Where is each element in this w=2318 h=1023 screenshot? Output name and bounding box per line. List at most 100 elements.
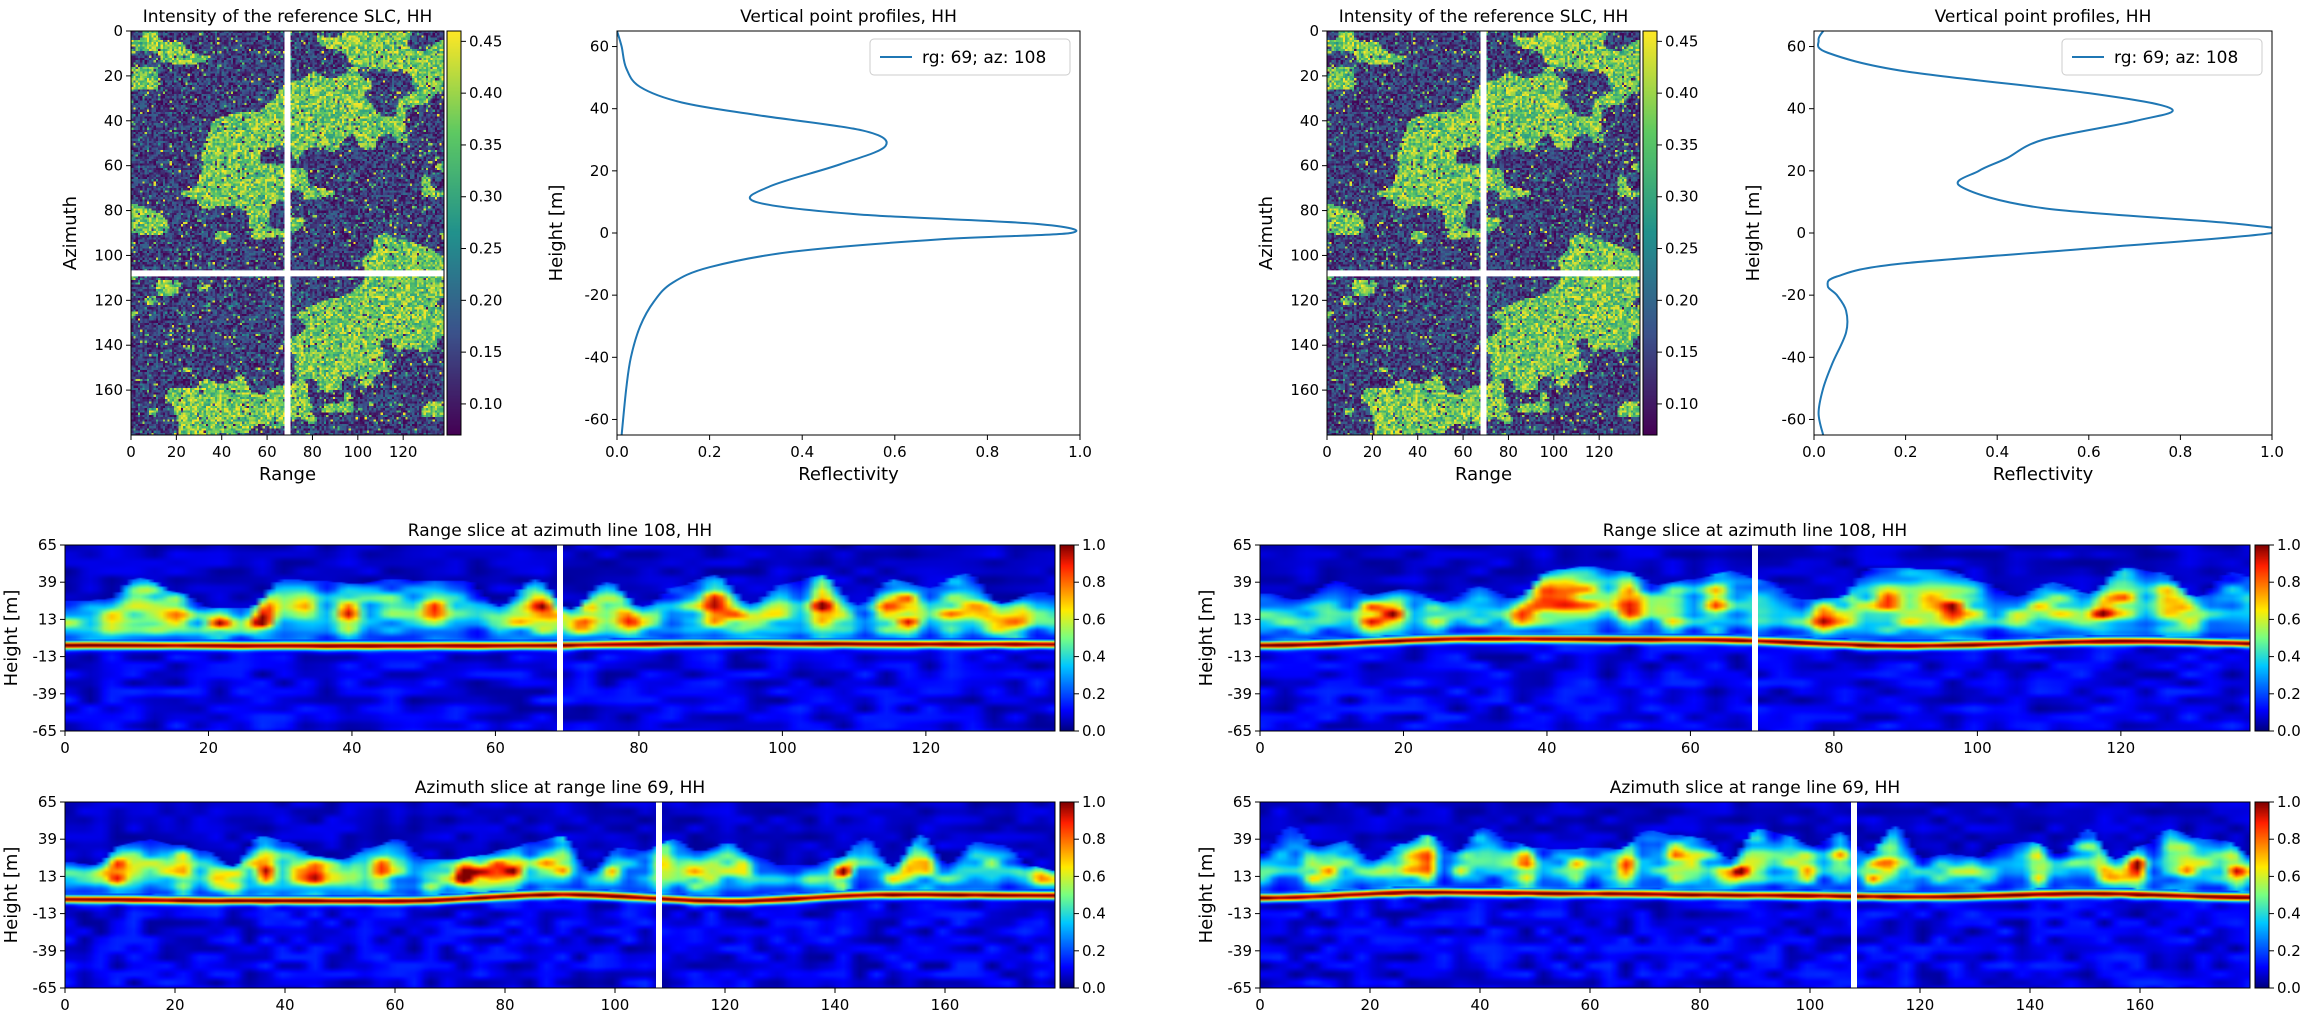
x-tick-label: 80: [1824, 739, 1843, 757]
y-tick-label: -20: [585, 286, 610, 304]
colorbar-tick-label: 0.35: [469, 136, 502, 154]
chart-title: Vertical point profiles, HH: [1935, 7, 2152, 27]
colorbar-tick-label: 0.20: [1665, 291, 1698, 309]
x-tick-label: 20: [1363, 443, 1382, 461]
x-tick-label: 0: [60, 996, 70, 1014]
y-tick-label: -39: [33, 942, 58, 960]
chart-title: Azimuth slice at range line 69, HH: [1610, 778, 1900, 798]
legend-box: [869, 38, 1071, 76]
chart-title: Intensity of the reference SLC, HH: [143, 7, 433, 27]
y-tick-label: -60: [585, 410, 610, 428]
plot-frame: [1326, 30, 1641, 436]
colorbar-tick-label: 0.30: [1665, 188, 1698, 206]
x-tick-label: 120: [912, 739, 941, 757]
y-tick-label: 40: [104, 112, 123, 130]
colorbar-tick-label: 1.0: [2277, 793, 2301, 811]
x-tick-label: 120: [711, 996, 740, 1014]
x-tick-label: 100: [1963, 739, 1992, 757]
colorbar-tick-label: 0.6: [2277, 610, 2301, 628]
x-tick-label: 140: [821, 996, 850, 1014]
x-axis-label: Reflectivity: [1993, 464, 2094, 485]
chart-title: Range slice at azimuth line 108, HH: [408, 521, 712, 541]
colorbar-gradient: [2255, 545, 2269, 731]
profile-series-line: [1816, 31, 2272, 435]
x-tick-label: 60: [1580, 996, 1599, 1014]
y-tick-label: 39: [1233, 830, 1252, 848]
y-tick-label: 13: [38, 610, 57, 628]
y-tick-label: -40: [585, 348, 610, 366]
y-tick-label: 0: [113, 22, 123, 40]
tomogram-image: [1260, 802, 2250, 988]
x-tick-label: 80: [629, 739, 648, 757]
colorbar-tick-label: 0.25: [469, 240, 502, 258]
x-axis-label: Reflectivity: [798, 464, 899, 485]
colorbar-tick-label: 0.6: [2277, 867, 2301, 885]
x-tick-label: 60: [1681, 739, 1700, 757]
x-tick-label: 100: [1539, 443, 1568, 461]
y-tick-label: 65: [1233, 793, 1252, 811]
x-tick-label: 60: [1454, 443, 1473, 461]
plot-frame: [616, 30, 1081, 436]
y-tick-label: -65: [1228, 722, 1253, 740]
x-tick-label: 40: [1408, 443, 1427, 461]
colorbar-tick-label: 0.4: [1082, 648, 1106, 666]
colorbar-tick-label: 0.8: [2277, 830, 2301, 848]
legend-label: rg: 69; az: 108: [922, 48, 1046, 68]
x-tick-label: 80: [303, 443, 322, 461]
x-tick-label: 0.2: [1894, 443, 1918, 461]
left-profile-panel: Vertical point profiles, HH 0.0 0.2 0.4 0.6 0…: [546, 7, 1092, 485]
colorbar-gradient: [1643, 31, 1657, 435]
plot-frame: [64, 544, 1056, 732]
colorbar-frame: [446, 30, 462, 436]
colorbar-frame: [1059, 801, 1075, 989]
y-tick-label: 80: [1300, 202, 1319, 220]
x-tick-label: 120: [2107, 739, 2136, 757]
y-tick-label: 80: [104, 202, 123, 220]
y-tick-label: -39: [1228, 685, 1253, 703]
y-tick-label: 0: [1796, 224, 1806, 242]
x-tick-label: 20: [199, 739, 218, 757]
y-tick-label: 140: [94, 336, 123, 354]
x-tick-label: 20: [167, 443, 186, 461]
y-axis-label: Height [m]: [1, 590, 22, 687]
colorbar-tick-label: 0.2: [1082, 942, 1106, 960]
colorbar-tick-label: 1.0: [1082, 536, 1106, 554]
x-tick-label: 0: [1322, 443, 1332, 461]
x-tick-label: 20: [1360, 996, 1379, 1014]
colorbar-tick-label: 0.0: [2277, 979, 2301, 997]
y-axis-label: Height [m]: [1, 847, 22, 944]
chart-title: Azimuth slice at range line 69, HH: [415, 778, 705, 798]
x-tick-label: 120: [1906, 996, 1935, 1014]
colorbar-tick-label: 0.2: [2277, 942, 2301, 960]
y-tick-label: 20: [1787, 162, 1806, 180]
y-tick-label: 60: [1300, 157, 1319, 175]
x-tick-label: 0.4: [1985, 443, 2009, 461]
x-tick-label: 40: [1470, 996, 1489, 1014]
tomogram-image: [65, 802, 1055, 988]
plot-frame: [130, 30, 445, 436]
y-axis-label: Height [m]: [1196, 590, 1217, 687]
colorbar-tick-label: 0.2: [2277, 685, 2301, 703]
x-tick-label: 120: [1585, 443, 1614, 461]
colorbar-tick-label: 0.4: [2277, 648, 2301, 666]
y-tick-label: -20: [1782, 286, 1807, 304]
y-tick-label: 160: [1290, 381, 1319, 399]
x-tick-label: 60: [486, 739, 505, 757]
y-tick-label: 40: [1787, 100, 1806, 118]
profile-series-line: [617, 31, 1078, 435]
x-tick-label: 100: [768, 739, 797, 757]
colorbar-tick-label: 0.10: [1665, 395, 1698, 413]
colorbar-tick-label: 1.0: [1082, 793, 1106, 811]
colorbar-tick-label: 0.8: [1082, 830, 1106, 848]
y-tick-label: -65: [1228, 979, 1253, 997]
left-intensity-panel: Intensity of the reference SLC, HH 0 20 40 6…: [60, 7, 502, 485]
colorbar-gradient: [447, 31, 461, 435]
plot-frame: [64, 801, 1056, 989]
colorbar-tick-label: 0.15: [1665, 343, 1698, 361]
legend-box: [2061, 38, 2263, 76]
colorbar-frame: [2254, 801, 2270, 989]
y-tick-label: 40: [1300, 112, 1319, 130]
y-tick-label: -65: [33, 979, 58, 997]
y-tick-label: 100: [1290, 246, 1319, 264]
